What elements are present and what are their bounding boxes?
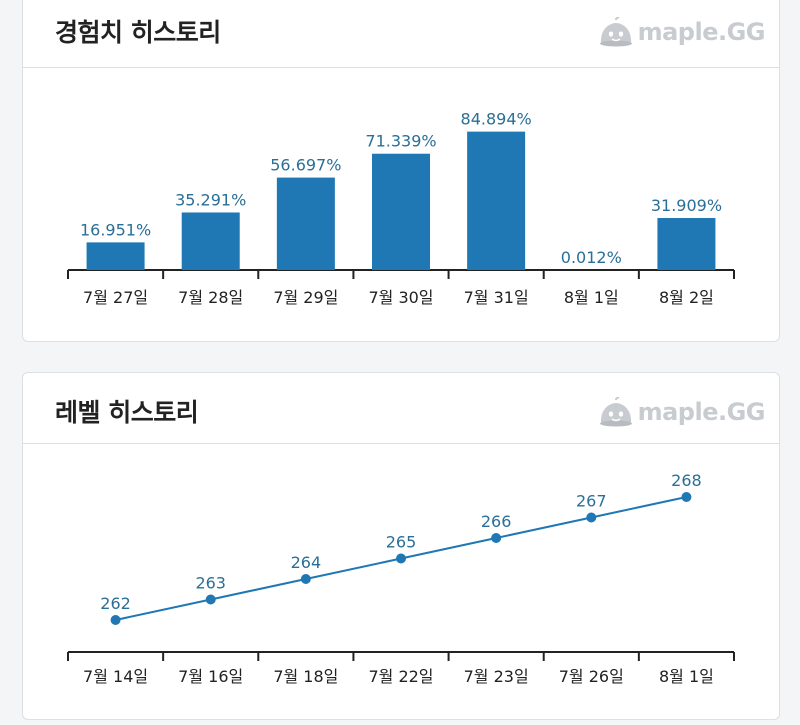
data-label: 264 [291,553,322,572]
tick-label: 7월 22일 [368,667,433,686]
data-point [681,492,692,502]
exp-bar-chart: 16.951% 7월 27일 35.291% 7월 28일 56.697% 7월 29일 7… [67,110,735,307]
tick-label: 8월 1일 [564,288,619,307]
tick-label: 8월 1일 [659,667,714,686]
bar [372,153,430,270]
data-label: 56.697% [270,156,341,175]
data-label: 84.894% [461,110,532,129]
bar [86,242,145,270]
tick-label: 7월 16일 [178,667,243,686]
brand-text: maple.GG [637,398,766,426]
level-line-chart: 262 7월 14일 263 7월 16일 264 7월 18일 265 7월 22일 266 7… [67,471,735,686]
level-history-title: 레벨 히스토리 [55,398,199,427]
data-label: 267 [576,492,607,511]
maple-gg-brand: maple.GG [598,397,766,427]
data-point [491,533,502,543]
data-label: 16.951% [80,220,151,239]
tick-label: 7월 26일 [559,667,624,686]
bar [181,212,240,270]
brand-text: maple.GG [637,18,766,46]
bar [657,217,716,270]
data-label: 265 [386,533,417,552]
maple-gg-brand: maple.GG [598,17,766,47]
level-history-card: 레벨 히스토리 maple.GG [22,372,780,720]
exp-history-header: 경험치 히스토리 maple.GG [23,0,779,68]
data-point [300,574,311,584]
data-label: 35.291% [175,190,246,209]
data-point [396,553,406,564]
level-history-header: 레벨 히스토리 maple.GG [23,373,779,444]
data-label: 31.909% [651,196,722,215]
data-label: 71.339% [365,132,436,151]
tick-label: 7월 23일 [464,667,529,686]
tick-label: 7월 28일 [178,288,243,307]
data-point [205,594,216,605]
bar [276,177,335,270]
data-label: 268 [671,471,702,490]
bar [467,131,526,270]
slime-mascot-icon [599,17,632,47]
data-point [110,615,121,625]
slime-mascot-icon [599,397,632,427]
tick-label: 8월 2일 [659,288,714,307]
tick-label: 7월 31일 [464,288,529,307]
tick-label: 7월 18일 [273,667,338,686]
data-label: 266 [481,512,512,531]
tick-label: 7월 27일 [83,288,148,307]
tick-label: 7월 14일 [83,667,148,686]
data-label: 262 [100,594,131,613]
data-label: 0.012% [561,248,622,267]
exp-history-title: 경험치 히스토리 [55,18,221,47]
tick-label: 7월 30일 [368,288,433,307]
data-point [586,512,597,523]
data-label: 263 [195,574,226,593]
tick-label: 7월 29일 [273,288,338,307]
